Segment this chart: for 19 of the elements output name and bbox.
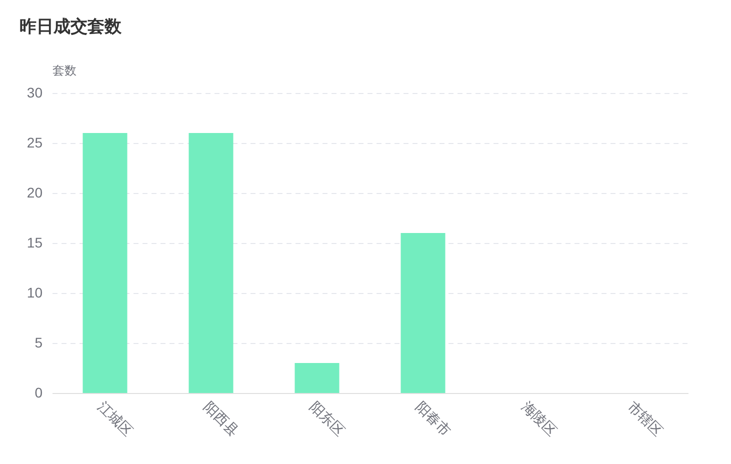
x-tick-label: 阳西县 [201, 398, 242, 440]
y-tick-label: 5 [34, 334, 43, 350]
x-tick-label: 海陵区 [519, 398, 560, 440]
bar [400, 233, 446, 393]
x-tick-label: 江城区 [95, 398, 136, 440]
chart-title: 昨日成交套数 [19, 17, 122, 36]
y-tick-label: 0 [34, 384, 43, 400]
y-tick-label: 15 [26, 234, 43, 250]
y-tick-label: 30 [26, 84, 43, 100]
y-tick-label: 20 [26, 184, 43, 200]
x-tick-label: 阳东区 [307, 398, 348, 440]
x-tick-label: 市辖区 [625, 398, 666, 440]
y-tick-label: 25 [26, 134, 43, 150]
bar [188, 133, 234, 393]
y-tick-label: 10 [26, 284, 43, 300]
bar [82, 133, 128, 393]
x-tick-label: 阳春市 [413, 398, 454, 440]
y-axis-title: 套数 [52, 64, 76, 78]
bar [294, 363, 340, 393]
